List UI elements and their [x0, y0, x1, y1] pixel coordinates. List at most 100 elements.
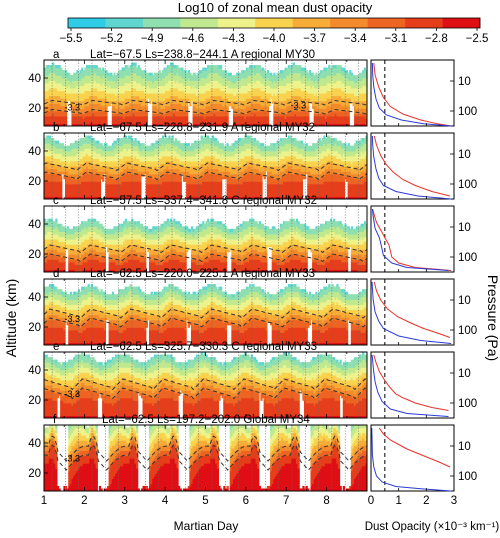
- heatmap-cell: [346, 90, 349, 94]
- heatmap-cell: [265, 93, 268, 97]
- heatmap-cell: [305, 77, 308, 81]
- heatmap-cell: [336, 70, 339, 74]
- heatmap-cell: [218, 113, 221, 117]
- heatmap-cell: [279, 72, 282, 76]
- heatmap-cell: [63, 108, 66, 112]
- heatmap-cell: [326, 67, 329, 71]
- heatmap-cell: [71, 186, 74, 190]
- heatmap-cell: [45, 158, 48, 162]
- heatmap-cell: [342, 75, 345, 79]
- heatmap-cell: [131, 62, 134, 66]
- heatmap-cell: [65, 181, 68, 185]
- heatmap-cell: [346, 115, 349, 119]
- heatmap-cell: [265, 103, 268, 107]
- heatmap-cell: [252, 87, 255, 92]
- heatmap-cell: [47, 77, 50, 81]
- heatmap-field: [44, 135, 367, 199]
- heatmap-cell: [211, 70, 215, 74]
- heatmap-cell: [307, 113, 310, 117]
- heatmap-cell: [44, 70, 47, 74]
- heatmap-cell: [92, 120, 95, 125]
- heatmap-cell: [58, 98, 61, 102]
- heatmap-cell: [207, 120, 210, 125]
- heatmap-cell: [325, 118, 328, 122]
- heatmap-cell: [278, 105, 281, 109]
- heatmap-cell: [123, 110, 126, 114]
- heatmap-cell: [270, 77, 273, 81]
- heatmap-cell: [276, 75, 279, 79]
- heatmap-cell: [69, 143, 73, 147]
- heatmap-cell: [358, 123, 362, 126]
- heatmap-cell: [47, 196, 50, 199]
- heatmap-cell: [165, 103, 168, 107]
- heatmap-cell: [81, 160, 84, 165]
- heatmap-cell: [205, 75, 208, 79]
- heatmap-cell: [81, 150, 84, 154]
- heatmap-cell: [131, 87, 134, 92]
- heatmap-cell: [203, 110, 207, 114]
- heatmap-cell: [79, 98, 82, 102]
- heatmap-cell: [310, 93, 313, 97]
- heatmap-cell: [44, 148, 47, 152]
- heatmap-cell: [258, 77, 262, 81]
- heatmap-cell: [286, 113, 289, 117]
- heatmap-cell: [44, 183, 47, 187]
- heatmap-cell: [286, 87, 289, 92]
- heatmap-cell: [228, 80, 231, 84]
- heatmap-cell: [98, 77, 102, 81]
- heatmap-cell: [92, 98, 95, 102]
- heatmap-cell: [68, 160, 71, 165]
- heatmap-cell: [136, 100, 139, 104]
- heatmap-cell: [287, 77, 291, 81]
- heatmap-cell: [271, 100, 274, 104]
- heatmap-cell: [279, 115, 282, 119]
- heatmap-cell: [106, 82, 110, 86]
- heatmap-cell: [274, 82, 278, 86]
- heatmap-cell: [97, 110, 100, 114]
- heatmap-cell: [157, 113, 160, 117]
- heatmap-cell: [326, 115, 329, 119]
- heatmap-cell: [115, 105, 118, 109]
- heatmap-cell: [55, 178, 58, 182]
- heatmap-cell: [132, 80, 136, 84]
- heatmap-cell: [211, 123, 215, 126]
- heatmap-cell: [245, 123, 249, 126]
- heatmap-cell: [274, 95, 278, 99]
- heatmap-cell: [168, 70, 171, 74]
- heatmap-cell: [168, 72, 171, 76]
- heatmap-cell: [92, 110, 95, 114]
- heatmap-cell: [186, 72, 189, 76]
- heatmap-cell: [308, 75, 312, 79]
- heatmap-cell: [310, 98, 313, 102]
- heatmap-cell: [168, 93, 171, 97]
- heatmap-cell: [354, 75, 357, 79]
- heatmap-cell: [134, 67, 137, 71]
- heatmap-cell: [81, 123, 84, 126]
- heatmap-cell: [134, 113, 137, 117]
- heatmap-cell: [286, 70, 289, 74]
- heatmap-cell: [203, 120, 207, 125]
- heatmap-cell: [47, 115, 50, 119]
- heatmap-cell: [262, 77, 265, 81]
- heatmap-cell: [53, 181, 56, 185]
- heatmap-cell: [289, 65, 292, 69]
- heatmap-cell: [124, 100, 127, 104]
- heatmap-cell: [326, 87, 329, 92]
- heatmap-cell: [139, 103, 142, 107]
- heatmap-cell: [52, 193, 55, 198]
- heatmap-cell: [160, 82, 163, 86]
- heatmap-cell: [197, 87, 200, 92]
- heatmap-cell: [48, 105, 52, 109]
- heatmap-cell: [202, 80, 205, 84]
- heatmap-cell: [89, 67, 92, 71]
- heatmap-cell: [220, 85, 223, 89]
- heatmap-cell: [316, 93, 320, 97]
- heatmap-cell: [76, 80, 79, 84]
- heatmap-cell: [63, 160, 66, 165]
- heatmap-cell: [50, 77, 53, 81]
- profile-line-red: [373, 62, 452, 127]
- heatmap-cell: [210, 75, 213, 79]
- heatmap-cell: [323, 100, 326, 104]
- heatmap-cell: [200, 82, 203, 86]
- heatmap-cell: [45, 95, 48, 99]
